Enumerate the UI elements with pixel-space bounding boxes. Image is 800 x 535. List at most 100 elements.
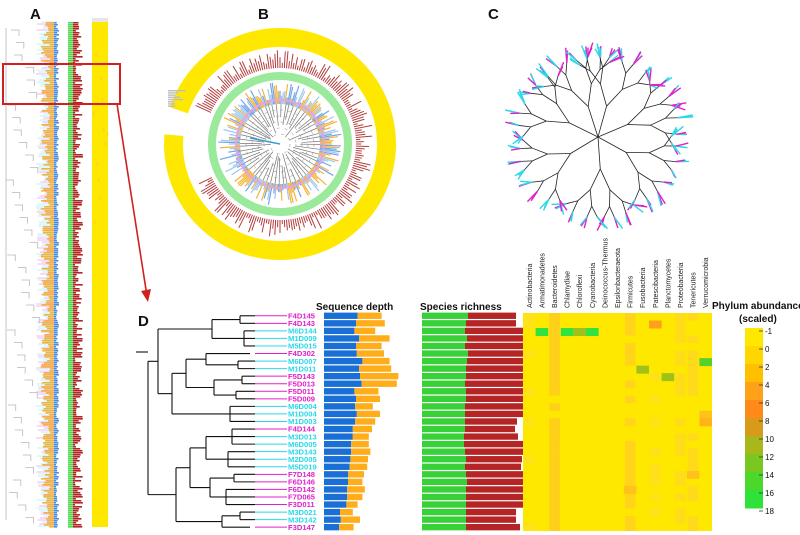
depth-a-orange (41, 330, 54, 332)
depth-a-blue (54, 440, 58, 442)
rich-a-green (68, 262, 73, 264)
rich-a-red (73, 58, 76, 60)
rich-a-green (68, 522, 73, 524)
rich-a-green (68, 232, 73, 234)
rich-a-green (68, 470, 73, 472)
rich-a-green (68, 406, 73, 408)
legend-swatch (745, 400, 763, 419)
depth-a-orange (43, 396, 54, 398)
depth-ring-bar (297, 102, 302, 109)
rich-a-red (73, 128, 80, 130)
tree-a-branch (14, 429, 24, 436)
heatmap-tone-cell (549, 493, 560, 501)
tree-b-branch (288, 109, 301, 129)
heatmap-tone-cell (549, 343, 560, 351)
depth-a-orange (48, 468, 54, 470)
depth-a-orange (49, 114, 54, 116)
depth-a-orange (48, 488, 54, 490)
rich-a-green (68, 520, 73, 522)
heatmap-tone-cell (549, 500, 560, 509)
legend-swatch (745, 454, 763, 473)
depth-a-blue (54, 204, 59, 206)
depth-ring-bar (253, 178, 262, 191)
species-richness-bars (422, 312, 546, 531)
heatmap-tone-cell (675, 493, 686, 501)
depth-a-orange (47, 492, 54, 494)
rich-a-red (73, 426, 76, 428)
depth-a-orange (44, 80, 54, 82)
depth-bar-orange (352, 433, 369, 440)
tree-c-branch (565, 63, 568, 76)
rich-a-green (68, 434, 73, 436)
depth-a-blue (54, 378, 58, 380)
heatmap-tone-cell (549, 365, 560, 374)
rich-a-red (73, 152, 76, 154)
richness-ring-bar (329, 201, 340, 213)
tree-c-tip (608, 48, 619, 59)
depth-a-orange (43, 398, 54, 400)
depth-a-orange (49, 82, 54, 84)
depth-a-orange (49, 76, 54, 78)
depth-a-orange (46, 498, 54, 500)
rich-a-red (73, 244, 80, 246)
rich-a-green (68, 74, 73, 76)
depth-a-blue (54, 398, 59, 400)
depth-bar-blue (324, 463, 350, 470)
richness-ring-bar (254, 58, 260, 72)
depth-a-blue (54, 210, 58, 212)
richness-ring-bar (349, 173, 362, 179)
depth-a-orange (47, 272, 54, 274)
rich-a-green (68, 508, 73, 510)
depth-a-orange (48, 428, 54, 430)
rich-a-red (73, 146, 79, 148)
depth-a-blue (54, 372, 59, 374)
rich-a-red (73, 132, 78, 134)
depth-a-blue (54, 196, 57, 198)
richness-ring-bar (248, 65, 253, 74)
depth-bar-blue (324, 312, 358, 319)
rich-a-red (73, 216, 82, 218)
tree-b-branch (292, 147, 319, 155)
depth-ring-bar (312, 112, 323, 121)
tree-c-branch (543, 172, 559, 182)
rich-a-red (73, 198, 76, 200)
rich-a-red (73, 354, 82, 356)
heatmap-tone-cell (624, 343, 636, 351)
depth-a-orange (47, 318, 54, 320)
depth-bar-blue (324, 456, 351, 463)
depth-a-orange (42, 350, 54, 352)
heatmap-tone-cell (675, 418, 686, 426)
richness-ring-bar (355, 147, 365, 150)
depth-a-orange (48, 122, 54, 124)
heatmap-cell (699, 410, 712, 419)
tree-c-tip (632, 51, 642, 65)
depth-a-orange (42, 130, 54, 132)
tree-a-branch (7, 404, 17, 411)
depth-a-blue (54, 106, 59, 108)
depth-a-orange (42, 230, 54, 232)
richness-ring-bar (318, 67, 327, 80)
tree-a-branch (22, 454, 32, 461)
tree-c-branch (577, 189, 591, 202)
richness-ring-bar (286, 51, 289, 69)
depth-a-blue (54, 134, 58, 136)
tree-c-branch (621, 61, 627, 74)
rich-a-red (73, 498, 76, 500)
rich-a-red (73, 182, 79, 184)
depth-a-orange (43, 388, 54, 390)
tree-c-branch (625, 152, 639, 173)
rich-a-green (68, 384, 73, 386)
heatmap-tone-cell (687, 493, 699, 501)
heatmap-tone-cell (687, 350, 699, 359)
depth-bar-orange (351, 448, 371, 455)
richness-ring-bar (226, 203, 234, 214)
depth-a-orange (45, 262, 54, 264)
zoom-connector-line (116, 103, 148, 297)
rich-a-red (73, 462, 77, 464)
rich-a-red (73, 506, 83, 508)
depth-a-blue (54, 452, 59, 454)
rich-a-red (73, 30, 76, 32)
rich-a-green (68, 246, 73, 248)
rich-a-red (73, 336, 78, 338)
rich-a-red (73, 196, 79, 198)
